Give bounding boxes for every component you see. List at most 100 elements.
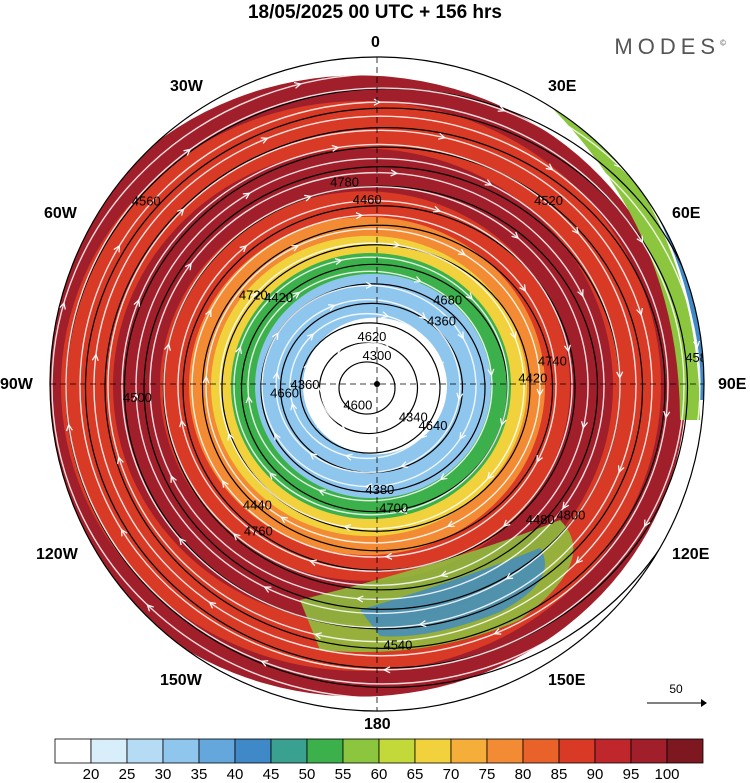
streamline-arrow-icon (260, 137, 269, 144)
height-contour (104, 127, 666, 649)
streamline-arrow-icon (382, 666, 391, 674)
streamline-arrow-icon (239, 244, 248, 253)
streamline (289, 312, 445, 460)
height-contour (338, 361, 396, 415)
contour-label: 4720 (239, 288, 268, 303)
streamline-arrow-icon (422, 401, 429, 410)
streamline-arrow-icon (387, 418, 396, 425)
contour-label: 4480 (526, 512, 555, 527)
streamline-arrow-icon (487, 368, 495, 377)
streamline-arrow-icon (536, 454, 543, 463)
lon-label-120w: 120W (36, 546, 78, 563)
streamline-arrow-icon (170, 474, 177, 483)
streamline-arrow-icon (113, 244, 121, 253)
streamline-arrow-icon (419, 431, 428, 439)
streamline (261, 284, 477, 488)
height-contour (123, 146, 644, 630)
streamline (121, 143, 637, 629)
colorbar-swatch (414, 738, 452, 764)
streamline-arrow-icon (519, 284, 527, 293)
colorbar-swatch (306, 738, 344, 764)
colorbar-swatch (90, 738, 128, 764)
colorbar-tick-label: 70 (442, 766, 460, 783)
streamline-arrow-icon (574, 616, 583, 624)
streamline-arrow-icon (59, 301, 66, 310)
streamline-arrow-icon (418, 620, 427, 628)
streamline-arrow-icon (179, 419, 187, 428)
contour-label: 4680 (433, 293, 462, 308)
streamline-arrow-icon (177, 208, 185, 216)
contour-label: 4660 (270, 386, 299, 401)
streamline-arrow-icon (331, 144, 340, 152)
contour-label: 4380 (365, 482, 394, 497)
streamline-arrow-icon (178, 537, 187, 546)
streamline-arrow-icon (306, 333, 315, 341)
contour-label: 4600 (343, 397, 372, 412)
height-contour (221, 244, 531, 532)
streamline-arrow-icon (314, 384, 322, 393)
contour-label: 4520 (534, 193, 563, 208)
streamline-arrow-icon (304, 194, 313, 202)
colorbar-tick-label: 75 (478, 766, 496, 783)
colorbar-tick-label: 60 (370, 766, 388, 783)
streamline-arrow-icon (202, 375, 210, 384)
streamline-arrow-icon (390, 169, 399, 177)
streamline-arrow-icon (293, 81, 302, 89)
colorbar-tick-label: 35 (190, 766, 208, 783)
colorbar-swatch (378, 738, 416, 764)
streamline-arrow-icon (563, 344, 571, 353)
streamline-arrow-icon (458, 248, 466, 256)
colorbar-tick-label: 85 (550, 766, 568, 783)
streamline-arrow-icon (439, 570, 448, 578)
streamline-arrow-icon (303, 362, 310, 371)
contour-label: 4340 (399, 409, 428, 424)
streamline-arrow-icon (577, 289, 584, 298)
streamline-arrow-icon (120, 528, 128, 537)
streamline-arrow-icon (227, 432, 235, 441)
streamline-arrow-icon (456, 392, 464, 401)
colorbar-swatch (54, 738, 92, 764)
streamline-arrow-icon (616, 371, 624, 380)
streamline-arrow-icon (505, 572, 514, 580)
streamline-arrow-icon (133, 298, 141, 307)
streamline-arrow-icon (414, 276, 422, 283)
streamline-arrow-icon (562, 501, 570, 510)
streamline-arrow-icon (274, 432, 281, 441)
streamline-arrow-icon (263, 586, 272, 593)
colorbar-swatch (558, 738, 596, 764)
contour-label: 4580 (685, 350, 714, 365)
lon-label-30e: 30E (548, 78, 577, 95)
streamline-arrow-icon (466, 683, 475, 691)
colorbar-tick-label: 100 (654, 766, 680, 783)
streamline (247, 270, 493, 502)
streamline-arrow-icon (315, 420, 323, 428)
streamline-arrow-icon (249, 292, 258, 300)
streamline-arrow-icon (132, 392, 140, 401)
streamline-arrow-icon (439, 473, 448, 481)
colorbar-swatch (162, 738, 200, 764)
streamline-arrow-icon (291, 245, 300, 252)
reference-vector: 50 (645, 682, 707, 714)
streamline-arrow-icon (364, 483, 373, 491)
contour-label: 4420 (518, 371, 547, 386)
streamline-arrow-icon (373, 98, 382, 106)
colorbar-tick-label: 30 (154, 766, 172, 783)
colorbar-tick-label: 20 (82, 766, 100, 783)
streamline-arrow-icon (242, 192, 251, 200)
streamline-arrow-icon (457, 331, 464, 340)
streamline-arrow-icon (365, 281, 374, 289)
contour-label: 4360 (291, 377, 320, 392)
streamline-arrow-icon (663, 410, 671, 419)
brand-name: MODES (614, 34, 721, 59)
streamline-arrow-icon (260, 660, 269, 667)
colorbar-swatch (126, 738, 164, 764)
streamline-arrow-icon (245, 395, 253, 404)
streamline-arrow-icon (693, 340, 701, 349)
contour-label: 4420 (264, 290, 293, 305)
streamline (303, 327, 429, 445)
contour-label: 4440 (243, 497, 272, 512)
contour-label: 4800 (556, 508, 585, 523)
colorbar-swatch (630, 738, 668, 764)
streamline-arrow-icon (280, 516, 288, 524)
